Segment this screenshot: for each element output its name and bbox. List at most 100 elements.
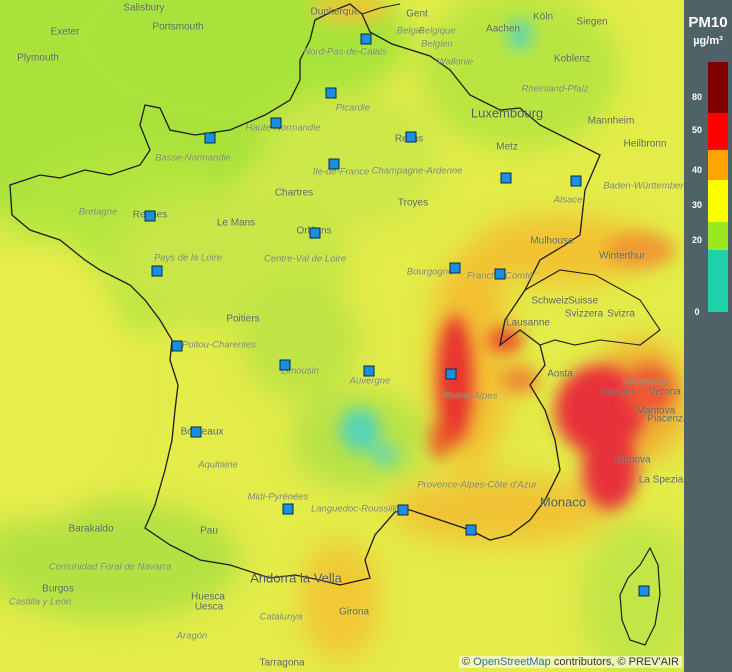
station-marker[interactable] (638, 585, 650, 597)
station-marker[interactable] (279, 359, 291, 371)
place-label: Piacenza (647, 413, 689, 425)
concentration-fields (0, 0, 684, 672)
place-label: Troyes (397, 197, 429, 209)
station-marker[interactable] (144, 210, 156, 222)
place-label: Salisbury (123, 2, 165, 14)
place-label: Barakaldo (68, 523, 114, 535)
legend-tick-label: 20 (691, 235, 702, 245)
station-marker[interactable] (405, 131, 417, 143)
place-label: Dunkerque (310, 6, 360, 18)
station-marker[interactable] (500, 172, 512, 184)
legend-swatch (708, 62, 728, 113)
place-label: Pau (200, 525, 218, 537)
place-label: Luxembourg (470, 105, 544, 121)
place-label: Uesca (194, 601, 224, 613)
corsica-outline (619, 546, 661, 646)
place-label: Koblenz (553, 53, 591, 65)
station-marker[interactable] (190, 426, 202, 438)
attribution-text: contributors, © PREV'AIR (553, 656, 679, 668)
belgium-border-line (361, 3, 401, 15)
place-label: Huesca (191, 591, 225, 603)
place-label: Aachen (486, 23, 520, 35)
place-label: Picardie (335, 102, 371, 114)
station-marker[interactable] (494, 268, 506, 280)
station-marker[interactable] (328, 158, 340, 170)
place-label: Bourgogne (406, 266, 454, 278)
place-label: Heilbronn (623, 138, 667, 150)
station-marker[interactable] (363, 365, 375, 377)
place-label: Comunidad Foral de Navarra (48, 561, 172, 573)
place-label: Rhône-Alpes (442, 390, 498, 402)
place-label: Baden-Württemberg (603, 180, 689, 192)
place-label: La Spezia (638, 474, 684, 486)
place-label: Siegen (576, 16, 608, 28)
place-label: Aosta (547, 368, 573, 380)
place-label: Burgos (42, 583, 74, 595)
place-label: Provence-Alpes-Côte d'Azur (417, 479, 537, 491)
place-label: Languedoc-Roussillon (310, 503, 406, 515)
place-label: Haute-Normandie (245, 122, 321, 134)
place-label: Midi-Pyrénées (247, 491, 309, 503)
place-label: Svizra (607, 308, 635, 320)
place-label: Novara (601, 386, 635, 398)
place-label: Verona (649, 386, 681, 398)
place-label: Bretagne (78, 206, 118, 218)
place-label: Mannheim (587, 115, 635, 127)
station-marker[interactable] (204, 132, 216, 144)
legend-swatch (708, 250, 728, 312)
place-label: Lombardia (622, 376, 668, 388)
station-marker[interactable] (465, 524, 477, 536)
place-label: Tarragona (259, 657, 305, 669)
station-marker[interactable] (309, 227, 321, 239)
place-label: Exeter (50, 26, 80, 38)
legend-swatch (708, 150, 728, 180)
hotspots (310, 0, 675, 510)
place-label: Plymouth (17, 52, 59, 64)
place-label: Svizzera (564, 308, 604, 320)
place-label: Genova (615, 454, 651, 466)
legend-tick-label: 0 (694, 307, 700, 317)
station-marker[interactable] (151, 265, 163, 277)
osm-link[interactable]: OpenStreetMap (473, 656, 551, 668)
place-label: Centre-Val de Loire (263, 253, 347, 265)
place-label: Aragón (176, 630, 208, 642)
legend-tick-label: 80 (691, 92, 702, 102)
place-label: Castilla y León (8, 596, 72, 608)
station-marker[interactable] (397, 504, 409, 516)
place-label: Champagne-Ardenne (371, 165, 463, 177)
place-label: Portsmouth (152, 21, 204, 33)
station-marker[interactable] (171, 340, 183, 352)
legend-tick-label: 50 (691, 125, 702, 135)
copyright-symbol: © (461, 656, 471, 668)
legend-swatch (708, 180, 728, 222)
place-label: Catalunya (259, 611, 303, 623)
place-label: Metz (496, 141, 518, 153)
place-label: Suisse (567, 295, 599, 307)
station-marker[interactable] (270, 117, 282, 129)
place-label: Basse-Normandie (154, 152, 232, 164)
place-label: Poitiers (226, 313, 260, 325)
station-marker[interactable] (360, 33, 372, 45)
place-label: Poitou-Charentes (182, 339, 256, 351)
place-label: Winterthur (598, 250, 646, 262)
station-marker[interactable] (445, 368, 457, 380)
place-label: Mulhouse (530, 235, 574, 247)
place-label: Bordeaux (180, 426, 224, 438)
place-label: Aquitaine (198, 459, 238, 471)
legend-color-scale (708, 62, 728, 312)
pollution-map[interactable] (0, 0, 684, 672)
station-marker[interactable] (570, 175, 582, 187)
legend-swatch (708, 222, 728, 250)
station-marker[interactable] (449, 262, 461, 274)
legend-swatch (708, 113, 728, 150)
place-label: Girona (338, 606, 370, 618)
place-label: Pays de la Loire (153, 252, 223, 264)
place-label: Auvergne (349, 375, 391, 387)
place-label: Alsace (553, 194, 583, 206)
station-marker[interactable] (282, 503, 294, 515)
place-label: Rheinland-Pfalz (521, 83, 589, 95)
place-label: Köln (532, 11, 554, 23)
station-marker[interactable] (325, 87, 337, 99)
map-attribution: © OpenStreetMap contributors, © PREV'AIR (458, 656, 682, 668)
place-label: Andorra la Vella (250, 570, 342, 586)
